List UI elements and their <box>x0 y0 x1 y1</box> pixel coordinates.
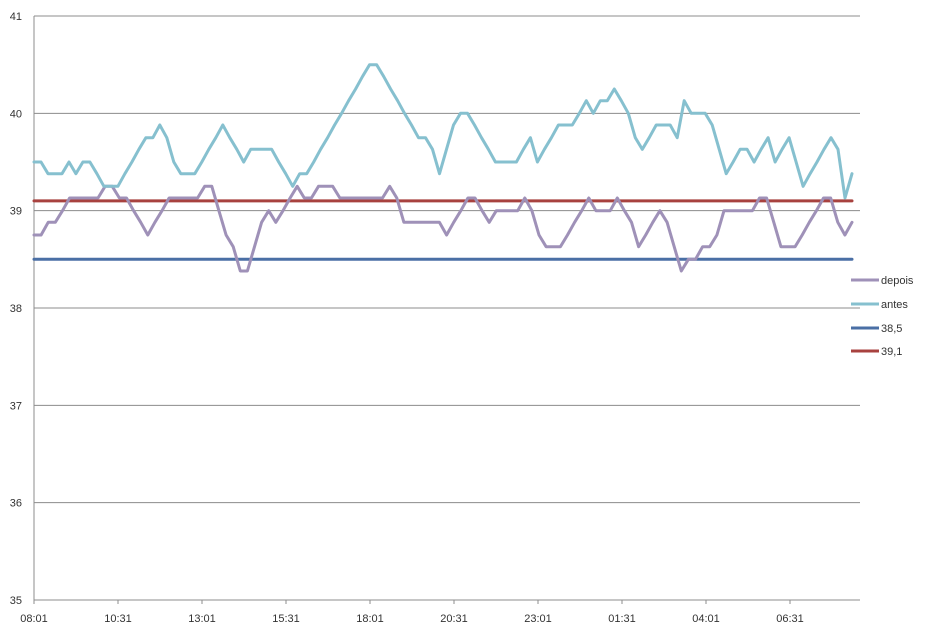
x-tick-label: 08:01 <box>20 613 48 625</box>
series-line-depois <box>32 184 854 273</box>
x-tick-labels: 08:01 10:31 13:01 15:31 18:01 20:31 23:01 01:31… <box>20 600 804 625</box>
x-tick-label: 06:31 <box>776 613 804 625</box>
x-tick-label: 04:01 <box>692 613 720 625</box>
x-tick-label: 15:31 <box>272 613 300 625</box>
y-tick-label: 39 <box>10 206 22 218</box>
x-tick-label: 01:31 <box>608 613 636 625</box>
x-tick-label: 10:31 <box>104 613 132 625</box>
y-tick-label: 41 <box>10 11 22 23</box>
y-tick-label: 35 <box>10 595 22 607</box>
x-tick-label: 13:01 <box>188 613 216 625</box>
legend-label: 38,5 <box>881 323 902 335</box>
y-tick-label: 37 <box>10 400 22 412</box>
legend-label: depois <box>881 275 914 287</box>
x-tick-label: 18:01 <box>356 613 384 625</box>
legend-label: antes <box>881 299 908 311</box>
y-tick-labels: 35 36 37 38 39 40 41 <box>10 11 22 607</box>
y-tick-label: 40 <box>10 108 22 120</box>
legend: depois antes 38,5 39,1 <box>851 275 914 358</box>
x-tick-label: 23:01 <box>524 613 552 625</box>
gridlines <box>34 15 860 504</box>
x-tick-label: 20:31 <box>440 613 468 625</box>
axes <box>33 16 860 601</box>
legend-label: 39,1 <box>881 346 902 358</box>
y-tick-label: 38 <box>10 303 22 315</box>
series-line-antes <box>32 63 854 200</box>
series-lines <box>32 63 854 273</box>
y-tick-label: 36 <box>10 498 22 510</box>
